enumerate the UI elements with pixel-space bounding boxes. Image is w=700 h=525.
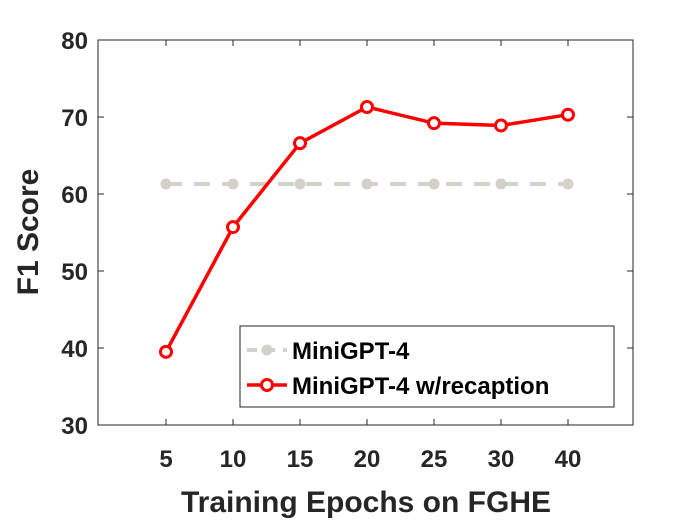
- data-point: [160, 178, 172, 190]
- series-layer: [159, 99, 575, 359]
- data-point: [293, 136, 307, 151]
- y-axis-title: F1 Score: [12, 169, 45, 296]
- x-tick-label: 10: [220, 446, 247, 473]
- y-tick-label: 80: [61, 28, 88, 55]
- data-point: [562, 178, 574, 190]
- x-tick-label: 30: [488, 446, 515, 473]
- data-point: [495, 178, 507, 190]
- data-point: [294, 178, 306, 190]
- data-point: [159, 344, 173, 359]
- x-tick-label: 25: [421, 446, 448, 473]
- data-point: [427, 116, 441, 131]
- data-point: [226, 220, 240, 235]
- y-tick-label: 30: [61, 413, 88, 440]
- data-point: [361, 178, 373, 190]
- legend-label: MiniGPT-4 w/recaption: [292, 373, 549, 400]
- y-tick-label: 50: [61, 259, 88, 286]
- data-point: [494, 118, 508, 133]
- legend-item: MiniGPT-4 w/recaption: [247, 373, 549, 400]
- data-point: [227, 178, 239, 190]
- x-tick-label: 15: [287, 446, 314, 473]
- x-tick-label: 5: [159, 446, 172, 473]
- y-axis: 30 40 50 60 70 80: [61, 28, 633, 440]
- x-tick-label: 40: [555, 446, 582, 473]
- y-tick-label: 40: [61, 336, 88, 363]
- y-tick-label: 70: [61, 105, 88, 132]
- legend-marker: [260, 378, 274, 392]
- x-axis-title: Training Epochs on FGHE: [181, 486, 551, 519]
- legend: MiniGPT-4 MiniGPT-4 w/recaption: [239, 325, 615, 408]
- y-tick-label: 60: [61, 182, 88, 209]
- x-tick-label: 20: [354, 446, 381, 473]
- series-2: [159, 99, 575, 359]
- x-axis: 5 10 15 20 25 30 40: [159, 40, 581, 473]
- legend-marker: [261, 344, 273, 356]
- data-point: [428, 178, 440, 190]
- data-point: [561, 107, 575, 122]
- legend-box: [239, 325, 615, 408]
- legend-label: MiniGPT-4: [292, 338, 410, 365]
- series-1: [160, 178, 574, 190]
- legend-item: MiniGPT-4: [247, 338, 410, 365]
- data-point: [360, 99, 374, 114]
